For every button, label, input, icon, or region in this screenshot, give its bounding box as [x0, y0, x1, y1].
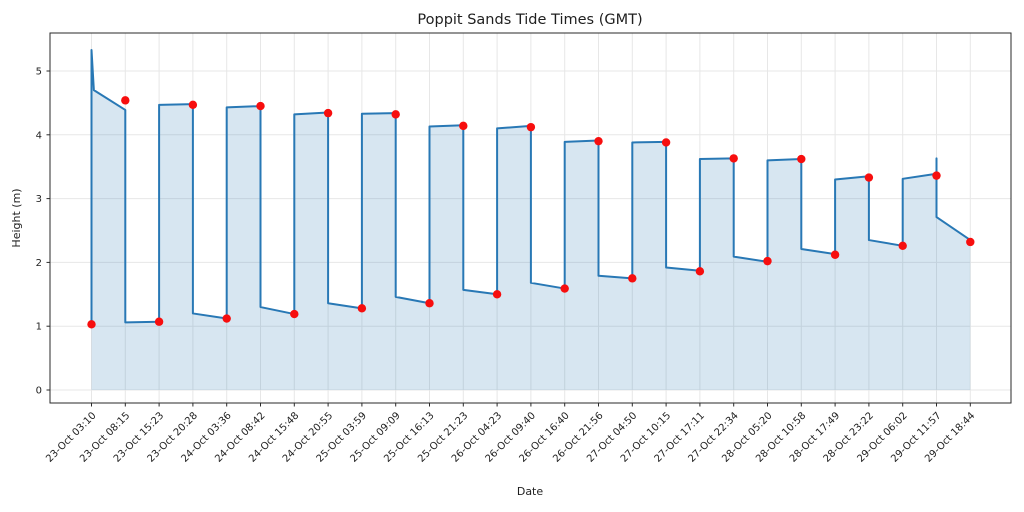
tide-point-low — [87, 320, 96, 329]
tide-point-low — [628, 274, 637, 283]
tide-point-low — [560, 284, 569, 293]
tide-point-high — [729, 154, 738, 163]
tide-event-markers — [87, 96, 975, 329]
tide-point-high — [121, 96, 130, 105]
y-axis-ticks: 0 1 2 3 4 5 — [36, 67, 50, 397]
tide-point-low — [763, 256, 772, 266]
tide-point-low — [290, 309, 299, 319]
y-tick-label: 2 — [36, 258, 42, 269]
tide-point-low — [966, 237, 975, 247]
y-tick-label: 4 — [36, 130, 42, 141]
tide-point-high — [864, 173, 874, 182]
tide-point-high — [256, 101, 265, 111]
chart-title: Poppit Sands Tide Times (GMT) — [417, 12, 642, 28]
y-axis-label: Height (m) — [10, 188, 23, 247]
tide-point-high — [594, 136, 603, 146]
tide-point-low — [222, 314, 231, 323]
y-tick-label: 0 — [36, 386, 42, 397]
tide-point-high — [661, 138, 671, 147]
tide-point-high — [459, 121, 468, 131]
x-axis-label: Date — [517, 485, 544, 498]
tide-point-high — [932, 171, 941, 180]
tide-point-high — [797, 154, 806, 164]
tide-point-high — [188, 100, 198, 110]
tide-point-low — [154, 317, 164, 326]
tide-point-low — [695, 267, 705, 276]
y-tick-label: 3 — [36, 194, 42, 205]
tide-point-low — [492, 290, 502, 299]
tide-point-high — [391, 110, 400, 119]
tide-point-low — [425, 299, 434, 308]
tide-point-low — [898, 241, 907, 251]
tide-point-high — [323, 108, 333, 118]
tide-point-high — [526, 122, 536, 132]
tide-point-low — [830, 250, 840, 259]
y-tick-label: 5 — [36, 67, 42, 78]
y-tick-label: 1 — [36, 322, 42, 333]
tide-point-low — [357, 304, 367, 313]
